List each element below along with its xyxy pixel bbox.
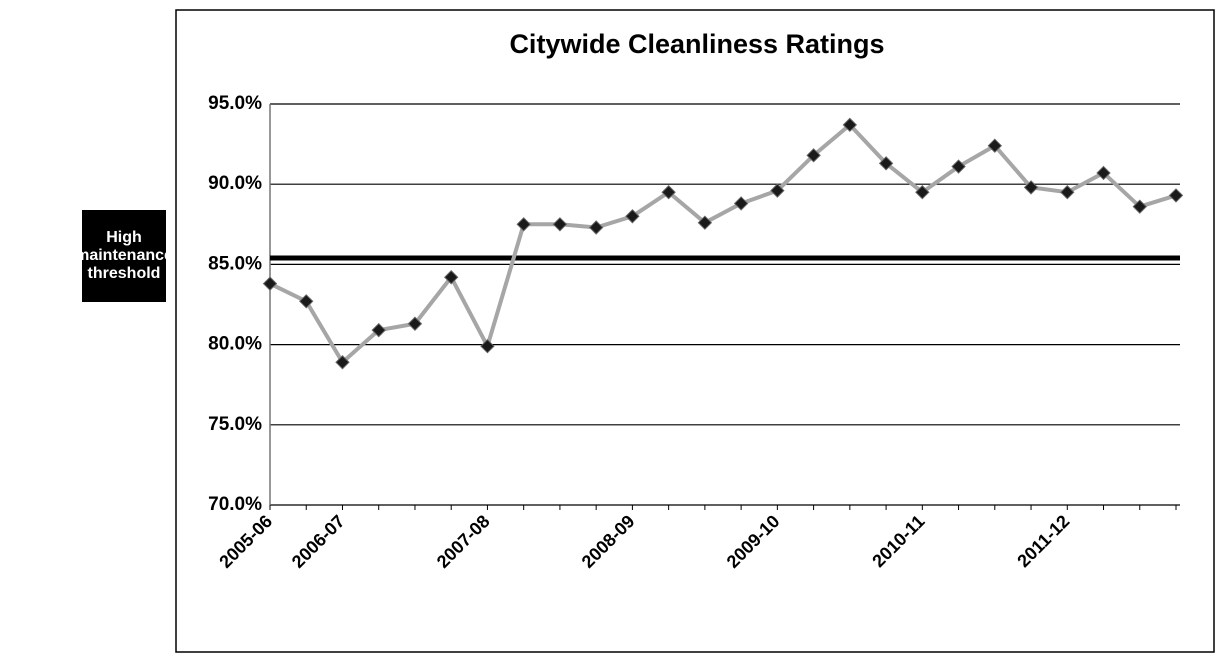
data-marker bbox=[588, 220, 604, 235]
x-tick-label: 2006-07 bbox=[288, 511, 349, 572]
threshold-label: High maintenance threshold bbox=[82, 229, 166, 282]
data-marker bbox=[951, 159, 966, 174]
data-marker bbox=[1168, 188, 1184, 203]
data-marker bbox=[516, 217, 531, 232]
x-tick-label: 2005-06 bbox=[215, 511, 276, 572]
data-marker bbox=[1060, 185, 1075, 200]
data-marker bbox=[371, 322, 386, 338]
y-tick-label: 85.0% bbox=[208, 253, 262, 274]
data-marker bbox=[661, 185, 676, 200]
data-marker bbox=[987, 138, 1003, 153]
data-marker bbox=[407, 316, 423, 331]
x-tick-label: 2007-08 bbox=[433, 511, 494, 572]
data-marker bbox=[806, 148, 821, 163]
data-marker bbox=[262, 276, 278, 291]
data-marker bbox=[1023, 180, 1039, 195]
data-marker bbox=[552, 217, 568, 232]
data-marker bbox=[480, 338, 495, 354]
data-marker bbox=[1096, 165, 1111, 181]
data-marker bbox=[842, 117, 858, 133]
data-marker bbox=[625, 209, 640, 224]
x-tick-label: 2011-12 bbox=[1013, 511, 1073, 571]
x-tick-label: 2009-10 bbox=[723, 511, 784, 572]
chart-title: Citywide Cleanliness Ratings bbox=[509, 29, 884, 59]
threshold-label-wrap: High maintenance threshold bbox=[82, 229, 166, 282]
y-tick-label: 80.0% bbox=[208, 334, 262, 355]
data-line bbox=[269, 122, 1177, 366]
x-tick-label: 2008-09 bbox=[578, 511, 639, 572]
x-tick-label: 2010-11 bbox=[868, 511, 928, 571]
data-marker bbox=[733, 196, 749, 211]
data-marker bbox=[878, 156, 894, 171]
data-marker bbox=[915, 185, 930, 200]
y-tick-label: 90.0% bbox=[208, 173, 262, 194]
y-tick-label: 95.0% bbox=[208, 93, 262, 114]
data-marker bbox=[335, 355, 350, 370]
data-marker bbox=[443, 270, 459, 285]
threshold-label-box bbox=[82, 210, 166, 302]
data-marker bbox=[1132, 199, 1147, 214]
chart-frame bbox=[175, 9, 1215, 653]
data-marker bbox=[770, 183, 785, 198]
data-marker bbox=[697, 215, 713, 230]
y-tick-label: 75.0% bbox=[208, 414, 262, 435]
data-marker bbox=[299, 294, 314, 309]
y-tick-label: 70.0% bbox=[208, 494, 262, 515]
